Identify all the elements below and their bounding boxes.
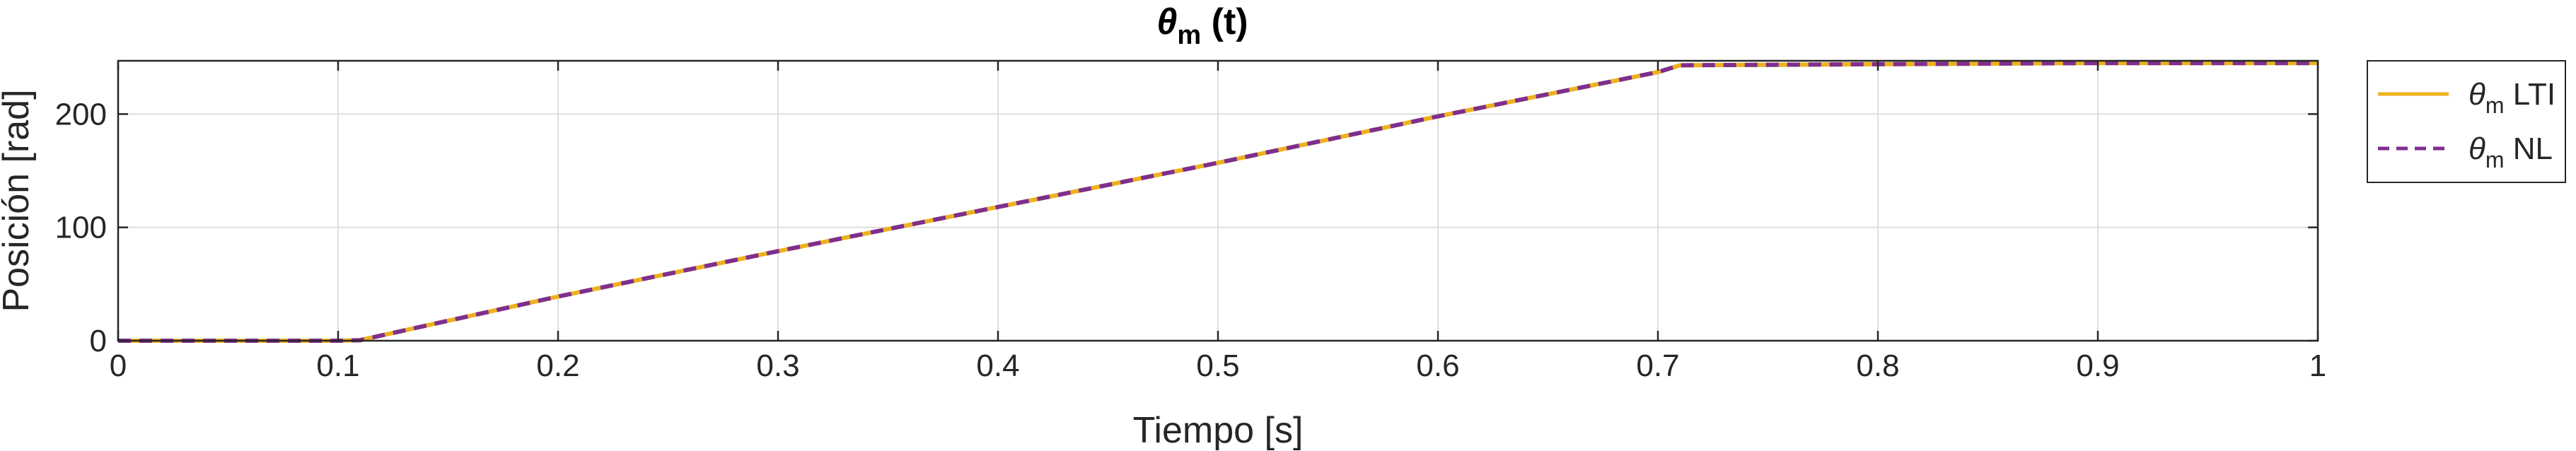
chart-title: θm (t) (1156, 1, 1248, 50)
legend-label-nl-subscript: m (2485, 147, 2505, 172)
legend-label-nl-rest: NL (2505, 131, 2553, 166)
x-tick-label: 0.8 (1856, 348, 1899, 383)
legend-label-lti-symbol: θ (2468, 77, 2485, 112)
legend-label-nl: θm NL (2468, 131, 2553, 172)
x-tick-label: 0 (110, 348, 127, 383)
x-tick-label: 0.2 (536, 348, 579, 383)
y-axis-label: Posición [rad] (0, 89, 37, 312)
x-axis-label: Tiempo [s] (1133, 410, 1304, 451)
chart-title-rest: (t) (1201, 1, 1248, 42)
plot-frame (117, 59, 2319, 342)
x-tick-label: 0.1 (316, 348, 359, 383)
legend: θm LTI θm NL (2367, 60, 2566, 183)
x-tick-label: 1 (2309, 348, 2326, 383)
chart-title-subscript: m (1177, 20, 1201, 50)
legend-label-nl-symbol: θ (2468, 131, 2485, 166)
legend-label-lti: θm LTI (2468, 77, 2555, 118)
y-tick-label: 200 (55, 97, 107, 131)
x-tick-label: 0.9 (2076, 348, 2119, 383)
x-tick-label: 0.5 (1196, 348, 1239, 383)
legend-label-lti-subscript: m (2485, 93, 2505, 118)
x-tick-label: 0.6 (1416, 348, 1459, 383)
x-tick-label: 0.4 (976, 348, 1019, 383)
x-tick-label: 0.7 (1636, 348, 1679, 383)
legend-label-lti-rest: LTI (2505, 77, 2556, 112)
legend-box (2367, 60, 2566, 183)
y-tick-label: 0 (90, 324, 107, 358)
y-tick-label: 100 (55, 211, 107, 245)
ticks: 0 0.1 0.2 0.3 0.4 0.5 0.6 0.7 0.8 0.9 1 0 100 200 (55, 61, 2326, 383)
x-tick-label: 0.3 (756, 348, 799, 383)
chart-title-symbol: θ (1156, 1, 1177, 42)
